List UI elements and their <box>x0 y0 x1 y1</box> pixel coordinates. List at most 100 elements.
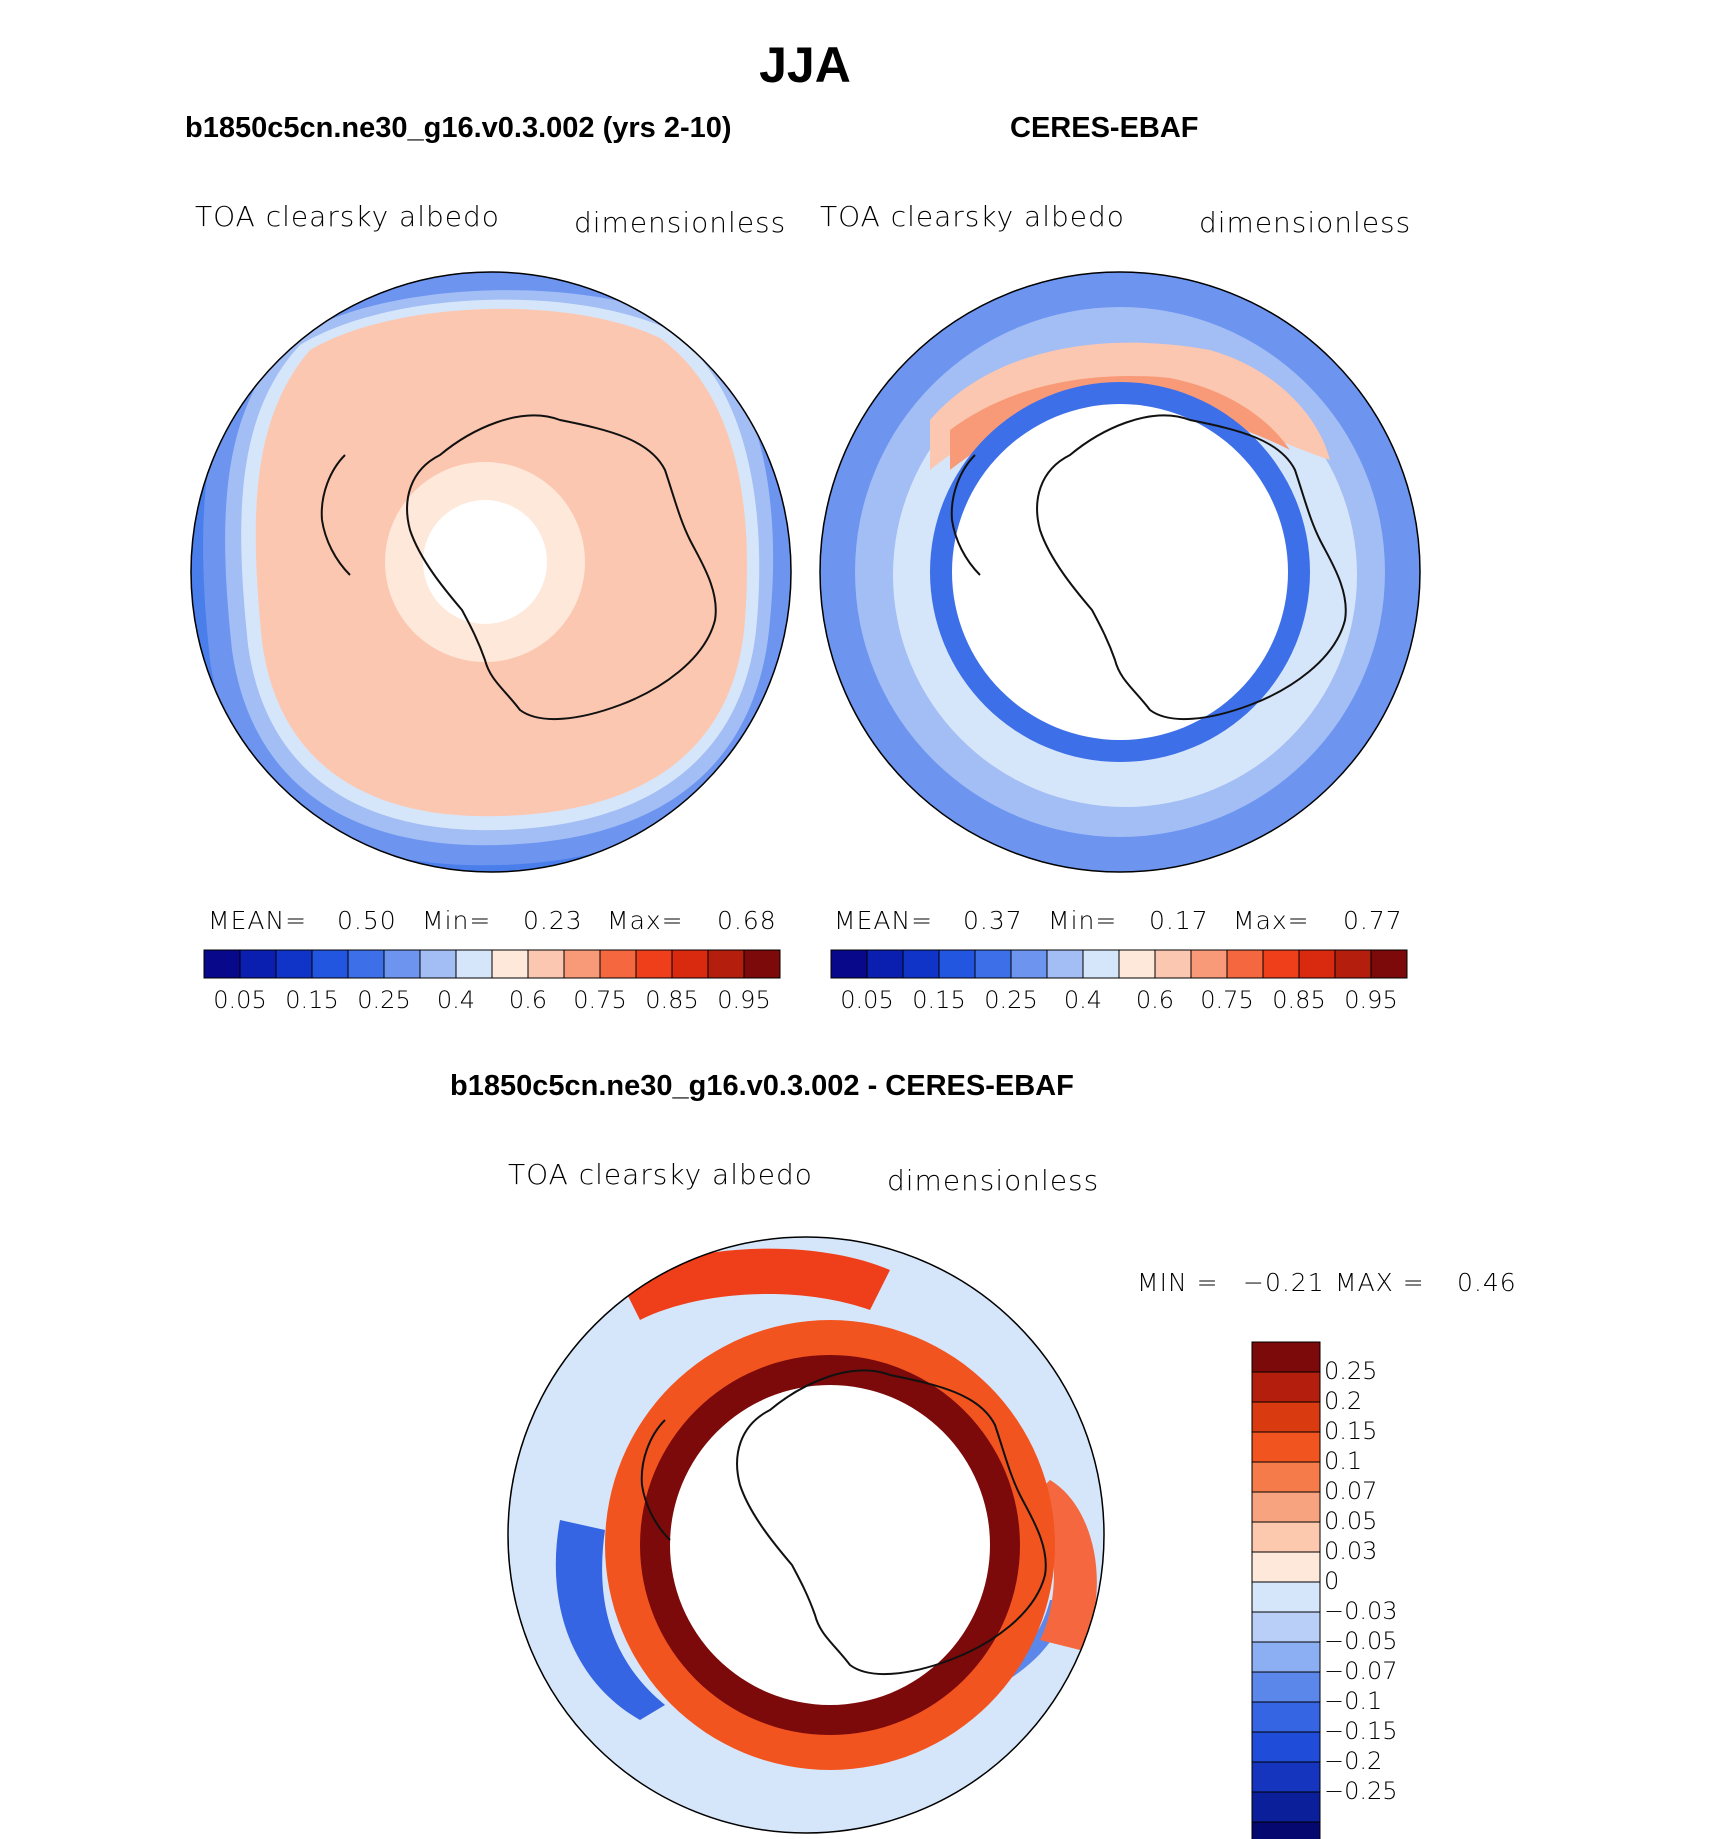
colorbar-cell <box>1251 1641 1321 1673</box>
colorbar-cell <box>1190 949 1228 979</box>
difference-panel-title: b1850c5cn.ne30_g16.v0.3.002 - CERES-EBAF <box>450 1070 1074 1102</box>
model-min-value: 0.23 <box>523 906 583 935</box>
diff-variable-label: TOA clearsky albedo <box>508 1158 813 1191</box>
colorbar-cell <box>830 949 868 979</box>
colorbar-cell <box>671 949 709 979</box>
colorbar-tick-label: −0.15 <box>1324 1717 1398 1745</box>
colorbar-cell <box>1298 949 1336 979</box>
colorbar-cell <box>974 949 1012 979</box>
colorbar-cell <box>1251 1581 1321 1613</box>
model-mean-value: 0.50 <box>337 906 397 935</box>
colorbar-cell <box>1251 1371 1321 1403</box>
obs-max-value: 0.77 <box>1343 906 1403 935</box>
obs-antarctica-coast <box>1036 414 1347 720</box>
diff-pole-hole <box>670 1385 990 1705</box>
obs-max-label: Max= <box>1233 906 1310 935</box>
obs-map <box>819 271 1421 873</box>
diff-map-border <box>507 1236 1105 1834</box>
diff-units-label: dimensionless <box>887 1164 1100 1197</box>
colorbar-tick-label: −0.1 <box>1324 1687 1383 1715</box>
colorbar-cell <box>383 949 421 979</box>
model-map-border <box>190 271 792 873</box>
colorbar-tick-label: 0.07 <box>1324 1477 1378 1505</box>
colorbar-tick-label: 0.15 <box>285 986 339 1014</box>
model-pole-hole <box>423 500 547 624</box>
colorbar-cell <box>866 949 904 979</box>
colorbar-cell <box>1251 1611 1321 1643</box>
colorbar-tick-label: 0.85 <box>645 986 699 1014</box>
obs-panel-title: CERES-EBAF <box>1010 112 1199 144</box>
colorbar-cell <box>938 949 976 979</box>
obs-mean-label: MEAN= <box>834 906 934 935</box>
obs-min-value: 0.17 <box>1149 906 1209 935</box>
colorbar-cell <box>1046 949 1084 979</box>
model-antarctica-coast <box>406 414 717 720</box>
model-max-value: 0.68 <box>717 906 777 935</box>
colorbar-cell <box>1251 1791 1321 1823</box>
colorbar-tick-label: 0.4 <box>436 986 476 1014</box>
colorbar-tick-label: 0.25 <box>984 986 1038 1014</box>
colorbar-tick-label: 0.4 <box>1063 986 1103 1014</box>
colorbar-tick-label: 0 <box>1324 1567 1340 1595</box>
colorbar-tick-label: 0.95 <box>717 986 771 1014</box>
colorbar-tick-label: 0.1 <box>1324 1447 1363 1475</box>
colorbar-tick-label: 0.95 <box>1344 986 1398 1014</box>
obs-band-4 <box>930 342 1330 470</box>
colorbar-tick-label: 0.25 <box>1324 1357 1378 1385</box>
model-colorbar <box>203 949 781 979</box>
colorbar-cell <box>1251 1491 1321 1523</box>
colorbar-cell <box>635 949 673 979</box>
diff-map <box>507 1236 1105 1834</box>
colorbar-tick-label: −0.07 <box>1324 1657 1398 1685</box>
colorbar-cell <box>1251 1521 1321 1553</box>
colorbar-tick-label: 0.6 <box>1135 986 1175 1014</box>
diff-max-value: 0.46 <box>1457 1268 1517 1297</box>
obs-peninsula-coast <box>950 454 981 576</box>
colorbar-cell <box>455 949 493 979</box>
obs-variable-label: TOA clearsky albedo <box>820 200 1125 233</box>
colorbar-cell <box>203 949 241 979</box>
colorbar-cell <box>563 949 601 979</box>
model-max-label: Max= <box>607 906 684 935</box>
colorbar-tick-label: −0.03 <box>1324 1597 1398 1625</box>
colorbar-cell <box>311 949 349 979</box>
model-min-label: Min= <box>422 906 492 935</box>
colorbar-cell <box>743 949 781 979</box>
colorbar-cell <box>1251 1731 1321 1763</box>
obs-band-5 <box>950 375 1290 470</box>
diff-min-value: −0.21 <box>1243 1268 1325 1297</box>
colorbar-cell <box>1251 1551 1321 1583</box>
colorbar-cell <box>239 949 277 979</box>
colorbar-cell <box>1154 949 1192 979</box>
colorbar-cell <box>1118 949 1156 979</box>
colorbar-tick-label: −0.05 <box>1324 1627 1398 1655</box>
colorbar-cell <box>1226 949 1264 979</box>
colorbar-tick-label: 0.6 <box>508 986 548 1014</box>
obs-colorbar <box>830 949 1408 979</box>
diff-min-label: MIN = <box>1137 1268 1219 1297</box>
diff-colorbar <box>1251 1341 1321 1839</box>
colorbar-tick-label: −0.25 <box>1324 1777 1398 1805</box>
colorbar-tick-label: 0.05 <box>213 986 267 1014</box>
colorbar-tick-label: 0.2 <box>1324 1387 1363 1415</box>
colorbar-cell <box>419 949 457 979</box>
colorbar-cell <box>707 949 745 979</box>
colorbar-cell <box>527 949 565 979</box>
obs-min-label: Min= <box>1048 906 1118 935</box>
obs-mean-value: 0.37 <box>963 906 1023 935</box>
colorbar-tick-label: 0.75 <box>573 986 627 1014</box>
colorbar-cell <box>1082 949 1120 979</box>
obs-map-border <box>819 271 1421 873</box>
colorbar-cell <box>1251 1821 1321 1839</box>
colorbar-tick-label: 0.03 <box>1324 1537 1378 1565</box>
obs-pole-hole <box>952 404 1288 740</box>
model-variable-label: TOA clearsky albedo <box>195 200 500 233</box>
colorbar-tick-label: 0.25 <box>357 986 411 1014</box>
colorbar-tick-label: 0.05 <box>1324 1507 1378 1535</box>
colorbar-cell <box>1251 1671 1321 1703</box>
model-map <box>190 271 792 873</box>
colorbar-cell <box>275 949 313 979</box>
figure-title: JJA <box>759 37 851 93</box>
colorbar-tick-label: 0.15 <box>912 986 966 1014</box>
